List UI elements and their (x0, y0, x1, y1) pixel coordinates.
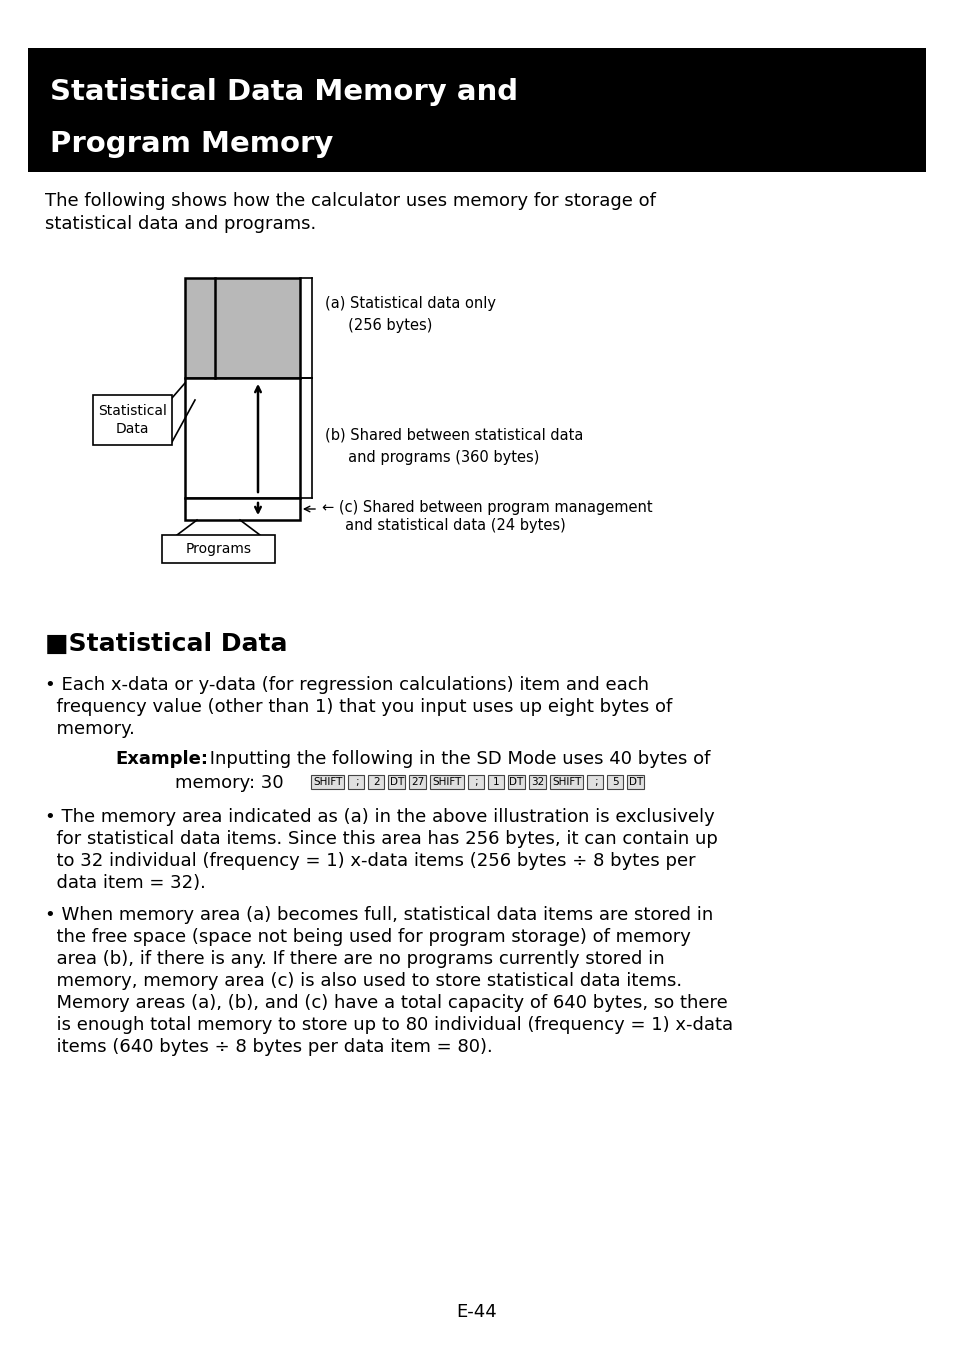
Text: memory, memory area (c) is also used to store statistical data items.: memory, memory area (c) is also used to … (45, 972, 681, 990)
Text: is enough total memory to store up to 80 individual (frequency = 1) x-data: is enough total memory to store up to 80… (45, 1015, 732, 1034)
Text: Statistical
Data: Statistical Data (98, 404, 167, 436)
Bar (185, 498, 299, 521)
Bar (507, 775, 524, 790)
Bar (348, 775, 364, 790)
Bar (488, 775, 503, 790)
Text: 2: 2 (373, 777, 379, 787)
Text: Inputting the following in the SD Mode uses 40 bytes of: Inputting the following in the SD Mode u… (204, 751, 710, 768)
Bar (185, 278, 299, 378)
Text: statistical data and programs.: statistical data and programs. (45, 215, 315, 233)
Text: • When memory area (a) becomes full, statistical data items are stored in: • When memory area (a) becomes full, sta… (45, 907, 713, 924)
Text: SHIFT: SHIFT (552, 777, 580, 787)
Text: Programs: Programs (185, 542, 252, 555)
Bar (368, 775, 384, 790)
Text: ;: ; (474, 777, 477, 787)
Text: • Each x-data or y-data (for regression calculations) item and each: • Each x-data or y-data (for regression … (45, 677, 648, 694)
Text: 32: 32 (530, 777, 543, 787)
Text: memory.: memory. (45, 720, 134, 738)
Text: (256 bytes): (256 bytes) (325, 317, 432, 334)
Text: memory: 30: memory: 30 (174, 773, 283, 792)
Text: the free space (space not being used for program storage) of memory: the free space (space not being used for… (45, 928, 690, 946)
Text: ;: ; (355, 777, 358, 787)
Text: to 32 individual (frequency = 1) x-data items (256 bytes ÷ 8 bytes per: to 32 individual (frequency = 1) x-data … (45, 851, 695, 870)
Text: Statistical Data Memory and: Statistical Data Memory and (50, 78, 517, 106)
Text: ;: ; (593, 777, 597, 787)
Text: (b) Shared between statistical data: (b) Shared between statistical data (325, 428, 583, 443)
Bar (550, 775, 583, 790)
Bar (409, 775, 426, 790)
Text: DT: DT (628, 777, 642, 787)
Text: (a) Statistical data only: (a) Statistical data only (325, 296, 496, 311)
Text: Example:: Example: (115, 751, 208, 768)
Bar (28, 48, 925, 172)
Text: for statistical data items. Since this area has 256 bytes, it can contain up: for statistical data items. Since this a… (45, 830, 717, 847)
Bar (529, 775, 545, 790)
Bar (627, 775, 644, 790)
Text: Memory areas (a), (b), and (c) have a total capacity of 640 bytes, so there: Memory areas (a), (b), and (c) have a to… (45, 994, 727, 1011)
Text: items (640 bytes ÷ 8 bytes per data item = 80).: items (640 bytes ÷ 8 bytes per data item… (45, 1038, 493, 1056)
Text: Program Memory: Program Memory (50, 130, 333, 157)
Text: ← (c) Shared between program management: ← (c) Shared between program management (322, 500, 652, 515)
Text: DT: DT (390, 777, 404, 787)
Text: data item = 32).: data item = 32). (45, 874, 206, 892)
Bar (430, 775, 463, 790)
Text: SHIFT: SHIFT (432, 777, 461, 787)
Bar (92, 395, 172, 445)
Text: 27: 27 (411, 777, 424, 787)
Bar (162, 535, 274, 564)
Text: ■Statistical Data: ■Statistical Data (45, 632, 287, 656)
Bar (468, 775, 483, 790)
Bar (311, 775, 344, 790)
Text: SHIFT: SHIFT (313, 777, 342, 787)
Text: and statistical data (24 bytes): and statistical data (24 bytes) (322, 518, 565, 533)
Text: and programs (360 bytes): and programs (360 bytes) (325, 451, 538, 465)
Text: The following shows how the calculator uses memory for storage of: The following shows how the calculator u… (45, 192, 656, 210)
Text: DT: DT (509, 777, 523, 787)
Bar (587, 775, 603, 790)
Text: area (b), if there is any. If there are no programs currently stored in: area (b), if there is any. If there are … (45, 950, 664, 968)
Text: 1: 1 (492, 777, 498, 787)
Text: E-44: E-44 (456, 1303, 497, 1321)
Text: frequency value (other than 1) that you input uses up eight bytes of: frequency value (other than 1) that you … (45, 698, 672, 716)
Bar (607, 775, 623, 790)
Bar (185, 378, 299, 498)
Bar (388, 775, 405, 790)
Text: • The memory area indicated as (a) in the above illustration is exclusively: • The memory area indicated as (a) in th… (45, 808, 714, 826)
Text: 5: 5 (612, 777, 618, 787)
